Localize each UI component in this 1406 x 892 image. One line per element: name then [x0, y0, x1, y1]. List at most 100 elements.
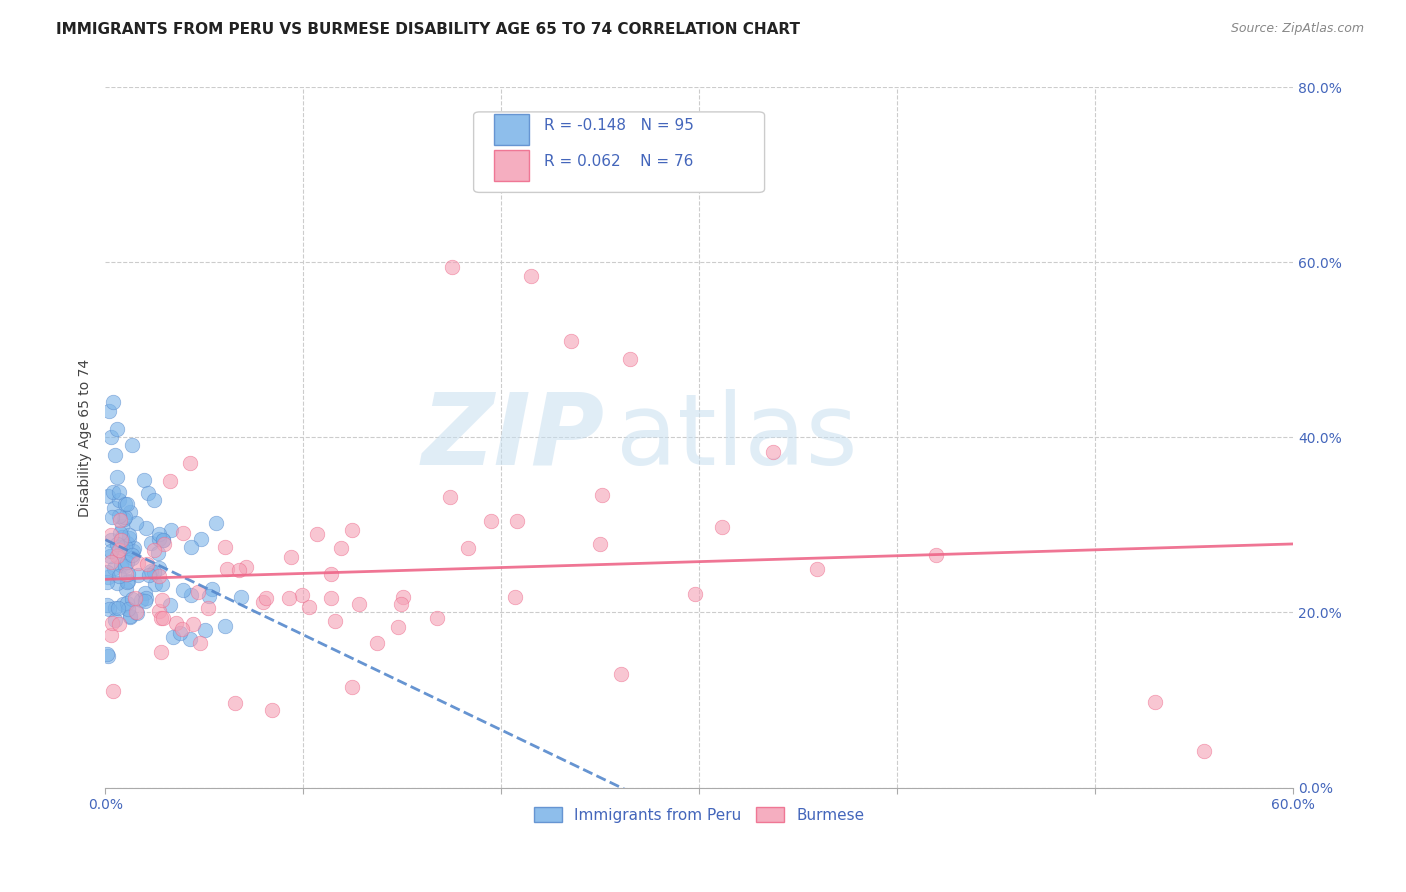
Point	[172, 583, 194, 598]
Point	[148, 560, 170, 574]
Point	[142, 493, 165, 508]
Point	[589, 537, 612, 551]
Point	[925, 549, 948, 563]
Point	[392, 590, 415, 604]
Point	[104, 601, 127, 615]
Point	[142, 565, 165, 579]
Point	[159, 599, 181, 613]
Point	[135, 591, 157, 605]
Point	[319, 566, 342, 581]
Point	[194, 624, 217, 638]
Text: atlas: atlas	[616, 389, 858, 486]
Point	[117, 497, 139, 511]
Point	[122, 541, 145, 555]
Point	[96, 599, 118, 613]
Point	[110, 558, 132, 573]
Point	[97, 649, 120, 664]
Point	[162, 630, 184, 644]
Point	[110, 533, 132, 547]
Point	[520, 268, 543, 283]
Point	[105, 549, 128, 563]
Point	[107, 542, 129, 557]
Point	[806, 562, 828, 576]
Point	[101, 615, 124, 630]
Point	[98, 404, 121, 418]
Text: IMMIGRANTS FROM PERU VS BURMESE DISABILITY AGE 65 TO 74 CORRELATION CHART: IMMIGRANTS FROM PERU VS BURMESE DISABILI…	[56, 22, 800, 37]
Point	[111, 530, 134, 544]
Point	[101, 485, 124, 500]
Point	[149, 611, 172, 625]
Point	[214, 540, 236, 554]
Point	[110, 526, 132, 541]
Point	[111, 519, 134, 533]
Point	[366, 636, 388, 650]
Point	[117, 532, 139, 546]
Point	[100, 627, 122, 641]
Point	[115, 535, 138, 549]
Point	[108, 617, 131, 632]
Point	[197, 600, 219, 615]
Point	[134, 586, 156, 600]
Point	[117, 602, 139, 616]
Point	[100, 555, 122, 569]
Point	[105, 575, 128, 590]
Point	[101, 684, 124, 698]
Point	[457, 541, 479, 556]
Point	[329, 541, 352, 556]
Point	[710, 520, 733, 534]
Point	[389, 598, 412, 612]
Point	[235, 560, 257, 574]
Point	[118, 528, 141, 542]
Point	[426, 611, 449, 625]
Point	[150, 644, 173, 658]
FancyBboxPatch shape	[494, 114, 530, 145]
Point	[224, 697, 246, 711]
Point	[117, 596, 139, 610]
Point	[683, 587, 706, 601]
Text: Source: ZipAtlas.com: Source: ZipAtlas.com	[1230, 22, 1364, 36]
Point	[121, 592, 143, 607]
Point	[107, 568, 129, 582]
Point	[291, 588, 314, 602]
Point	[143, 542, 166, 557]
Point	[97, 489, 120, 503]
Point	[165, 616, 187, 631]
FancyBboxPatch shape	[474, 112, 765, 193]
Point	[108, 509, 131, 524]
Point	[136, 558, 159, 572]
Point	[305, 526, 328, 541]
Point	[152, 610, 174, 624]
Point	[148, 532, 170, 546]
Point	[170, 622, 193, 636]
Point	[114, 509, 136, 524]
Legend: Immigrants from Peru, Burmese: Immigrants from Peru, Burmese	[529, 801, 870, 829]
Point	[160, 523, 183, 537]
Point	[103, 395, 125, 409]
Point	[180, 588, 202, 602]
Text: ZIP: ZIP	[422, 389, 605, 486]
Point	[114, 512, 136, 526]
Point	[619, 351, 641, 366]
Point	[610, 666, 633, 681]
Point	[114, 497, 136, 511]
Point	[138, 568, 160, 582]
Point	[105, 469, 128, 483]
Point	[347, 597, 370, 611]
Point	[148, 604, 170, 618]
Point	[150, 576, 173, 591]
Point	[146, 546, 169, 560]
Point	[214, 619, 236, 633]
Point	[115, 575, 138, 590]
Point	[105, 422, 128, 436]
Point	[440, 260, 463, 274]
Point	[172, 525, 194, 540]
Point	[231, 590, 253, 604]
Point	[104, 448, 127, 462]
Point	[118, 609, 141, 624]
Point	[125, 516, 148, 531]
Point	[323, 614, 346, 628]
Point	[228, 563, 250, 577]
Point	[121, 550, 143, 565]
Point	[96, 574, 118, 589]
Point	[114, 539, 136, 553]
